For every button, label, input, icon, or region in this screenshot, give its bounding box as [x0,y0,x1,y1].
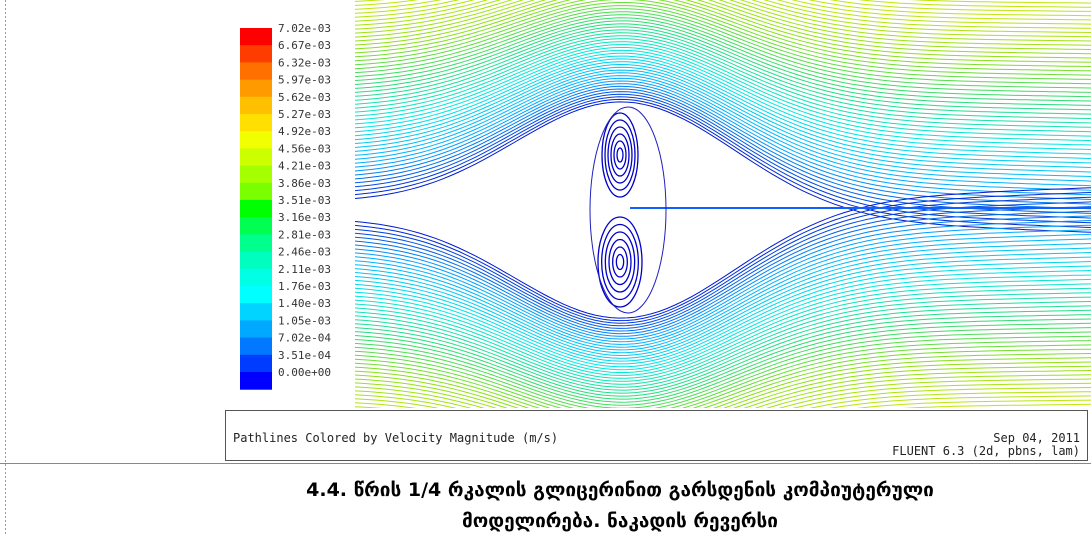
colorbar-label: 1.05e-03 [278,314,331,327]
body-outline [590,107,666,313]
color-swatch [240,355,272,373]
colorbar-label: 5.97e-03 [278,74,331,87]
info-software: FLUENT 6.3 (2d, pbns, lam) [892,444,1080,458]
color-swatch [240,45,272,63]
colorbar-label: 5.27e-03 [278,108,331,121]
colorbar-label: 5.62e-03 [278,91,331,104]
caption-line: 4.4. წრის 1/4 რკალის გლიცერინით გარსდენი… [306,479,934,501]
colorbar-label: 2.11e-03 [278,263,331,276]
vortex-loop [602,225,639,300]
colorbar-label: 1.40e-03 [278,297,331,310]
color-swatch [240,97,272,115]
color-swatch [240,62,272,80]
colorbar-label: 6.67e-03 [278,39,331,52]
color-swatch [240,114,272,132]
colorbar-label: 0.00e+00 [278,366,331,379]
colorbar-label: 6.32e-03 [278,56,331,69]
color-swatch [240,131,272,149]
page: 7.02e-03 6.67e-03 6.32e-03 5.97e-03 5.62e-03… [0,0,1091,535]
colorbar-label: 4.92e-03 [278,125,331,138]
color-swatch [240,303,272,321]
info-date: Sep 04, 2011 [993,431,1080,445]
vortex-loop [613,247,628,277]
colorbar-label: 2.81e-03 [278,228,331,241]
vortex-loop [617,148,623,162]
vortex-loop [616,255,623,270]
colorbar-label: 3.86e-03 [278,177,331,190]
colorbar-label: 4.56e-03 [278,142,331,155]
color-swatch [240,28,272,46]
colorbar-label: 3.16e-03 [278,211,331,224]
pathline [355,102,1091,232]
color-swatch [240,338,272,356]
colorbar-label: 3.51e-03 [278,194,331,207]
color-swatch [240,234,272,252]
vortex-loop [605,232,634,292]
colorbar-label: 2.46e-03 [278,246,331,259]
color-swatch [240,286,272,304]
pathline [355,193,1091,321]
color-swatch [240,183,272,201]
info-title: Pathlines Colored by Velocity Magnitude … [233,431,558,445]
color-swatch [240,269,272,287]
colorbar-label: 3.51e-04 [278,349,331,362]
colorbar-label: 7.02e-04 [278,332,331,345]
color-swatch [240,166,272,184]
color-swatch [240,252,272,270]
colorbar-label: 4.21e-03 [278,160,331,173]
color-swatch [240,80,272,98]
color-swatch [240,217,272,235]
color-swatch [240,372,272,390]
color-swatch [240,320,272,338]
vortex-loop [598,217,642,307]
color-swatch [240,148,272,166]
pathline [355,0,1091,50]
colorbar: 7.02e-03 6.67e-03 6.32e-03 5.97e-03 5.62e-03… [240,22,331,390]
vortex-loop [614,141,626,169]
caption-line: მოდელირება. ნაკადის რევერსი [462,510,778,532]
color-swatch [240,200,272,218]
vortex-loop [605,120,635,190]
colorbar-label: 1.76e-03 [278,280,331,293]
colorbar-label: 7.02e-03 [278,22,331,35]
